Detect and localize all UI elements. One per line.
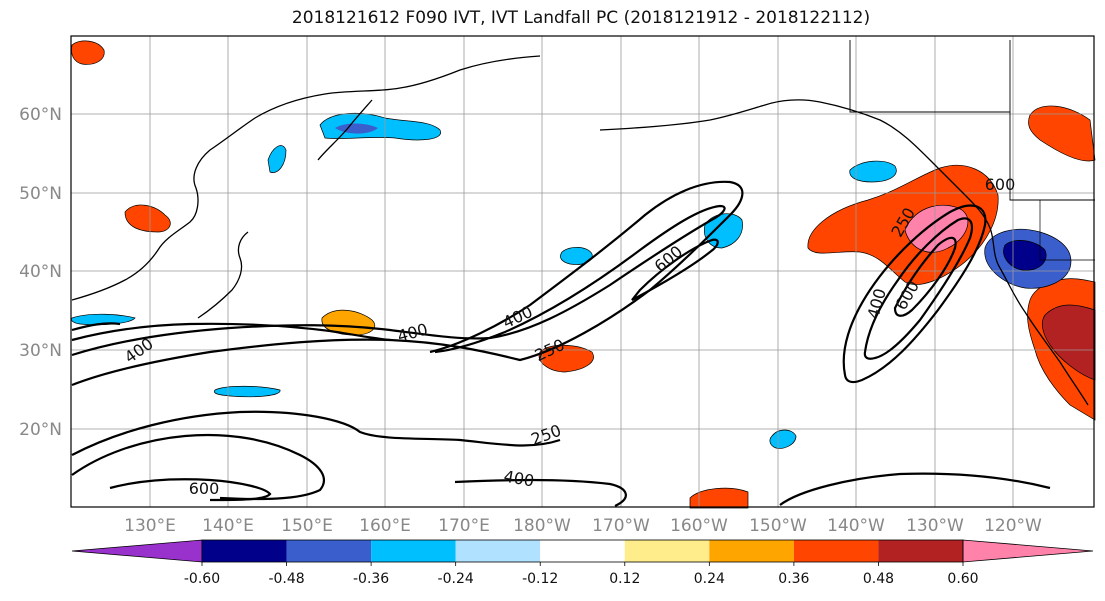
pc-patch-kamchatka-blue: [267, 145, 287, 173]
contour-south-400: [71, 433, 325, 501]
coast-canada-border: [1009, 112, 1095, 201]
colorbar-tick-label: -0.24: [438, 571, 474, 587]
longitude-labels: 130°E 140°E 150°E 160°E 170°E 180°W 170°W 160°W…: [124, 516, 1042, 536]
coast-asia: [71, 55, 541, 301]
colorbar: -0.60 -0.48 -0.36 -0.24 -0.12 0.12 0.24 0.36 0.4…: [71, 539, 1094, 587]
contour-river-600: [893, 236, 957, 317]
lat-tick-label: 60°N: [19, 105, 62, 125]
lon-tick-label: 150°E: [281, 516, 333, 536]
pc-patch-great-basin-core: [1003, 240, 1047, 271]
contour-south-east: [454, 472, 1051, 507]
lon-tick-label: 170°W: [592, 516, 650, 536]
coastlines: [71, 40, 1095, 406]
contour-river-250: [842, 204, 987, 384]
contour-south-250: [71, 410, 561, 456]
lat-tick-label: 30°N: [19, 341, 62, 361]
colorbar-tick-label: 0.48: [863, 571, 894, 587]
coast-us-border: [1039, 200, 1095, 261]
pc-patch-nw-corner: [71, 40, 105, 65]
ivt-contours: [71, 180, 1051, 507]
lon-tick-label: 130°W: [906, 516, 964, 536]
colorbar-bin: [455, 540, 541, 562]
colorbar-tick-label: 0.60: [947, 571, 978, 587]
coast-kamchatka: [317, 99, 373, 161]
colorbar-bin: [371, 540, 456, 562]
latitude-labels: 60°N 50°N 40°N 30°N 20°N: [19, 105, 62, 440]
pc-patch-northeast-canada: [1028, 105, 1096, 162]
map-frame: [70, 35, 1095, 508]
lat-tick-label: 20°N: [19, 420, 62, 440]
contour-label: 600: [189, 479, 220, 498]
colorbar-tick-label: -0.48: [268, 571, 304, 587]
pc-patch-hawaii-blue: [769, 429, 797, 449]
lon-tick-label: 160°W: [670, 516, 728, 536]
contour-label: 600: [985, 175, 1016, 194]
pc-patch-south-orange: [689, 487, 749, 509]
colorbar-extend-max: [962, 539, 1094, 563]
pc-patch-jet-blue: [704, 213, 743, 249]
contour-jet-250: [71, 180, 744, 387]
contour-label: 250: [529, 421, 564, 449]
colorbar-tick-label: 0.24: [694, 571, 725, 587]
colorbar-bin: [793, 540, 879, 562]
contour-jet-600: [71, 238, 719, 342]
lon-tick-label: 160°E: [359, 516, 411, 536]
lon-tick-label: 140°E: [202, 516, 254, 536]
lon-tick-label: 140°W: [827, 516, 885, 536]
colorbar-bin: [540, 540, 625, 562]
colorbar-bin: [624, 540, 710, 562]
pc-shading: [71, 40, 1096, 509]
lat-tick-label: 50°N: [19, 184, 62, 204]
colorbar-bin: [202, 540, 287, 562]
lat-tick-label: 40°N: [19, 262, 62, 282]
lat-lon-grid: [71, 36, 1094, 507]
coast-north-america: [964, 194, 1089, 406]
colorbar-tick-label: -0.12: [522, 571, 558, 587]
lon-tick-label: 150°W: [749, 516, 807, 536]
coast-alaska: [599, 99, 966, 196]
coast-alaska-north: [849, 40, 1011, 113]
colorbar-extend-min: [71, 539, 203, 563]
contour-label: 400: [502, 467, 535, 491]
colorbar-tick-label: 0.36: [778, 571, 809, 587]
lon-tick-label: 120°W: [984, 516, 1042, 536]
colorbar-bin: [878, 540, 963, 562]
lon-tick-label: 180°W: [513, 516, 571, 536]
contour-west-250: [71, 322, 121, 332]
contour-river-400: [863, 217, 974, 360]
colorbar-tick-label: -0.36: [353, 571, 389, 587]
colorbar-tick-label: -0.60: [184, 571, 220, 587]
pc-patch-subtropic-blue: [214, 385, 281, 398]
pc-patch-aleutian-blue: [849, 160, 897, 183]
pc-patch-central-orange: [538, 344, 594, 373]
pc-patch-japan-orange: [124, 204, 171, 233]
colorbar-bin: [286, 540, 372, 562]
coast-japan: [197, 231, 249, 319]
colorbar-outline: [201, 539, 964, 563]
pc-patch-southwest-us-core: [1041, 304, 1096, 381]
chart-title: 2018121612 F090 IVT, IVT Landfall PC (20…: [291, 8, 871, 28]
contour-label: 400: [864, 286, 890, 320]
lon-tick-label: 130°E: [124, 516, 176, 536]
colorbar-tick-label: 0.12: [609, 571, 640, 587]
contour-south-600: [109, 478, 272, 502]
pc-patch-northeast-pacific: [807, 164, 999, 285]
lon-tick-label: 170°E: [438, 516, 490, 536]
colorbar-bin: [709, 540, 794, 562]
